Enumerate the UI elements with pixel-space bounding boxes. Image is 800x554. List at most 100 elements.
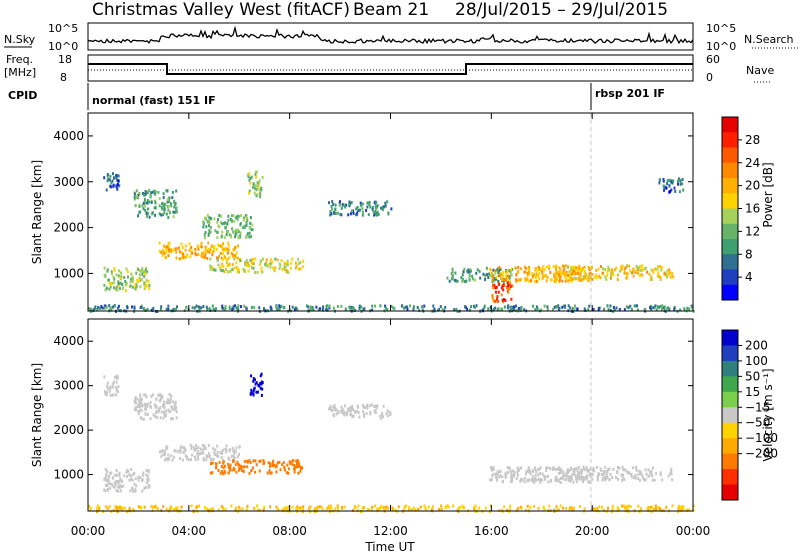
data-cell <box>600 469 603 473</box>
data-cell <box>143 486 146 490</box>
data-cell <box>578 477 581 481</box>
data-cell <box>278 262 281 266</box>
colorbar-swatch <box>722 193 738 209</box>
data-cell <box>269 464 271 468</box>
data-cell <box>119 489 122 493</box>
colorbar-tick-label: −200 <box>745 447 778 461</box>
data-cell <box>654 506 657 510</box>
data-cell <box>680 508 682 512</box>
data-cell <box>238 507 241 511</box>
data-cell <box>657 506 660 510</box>
data-cell <box>222 448 224 452</box>
data-cell <box>514 266 517 270</box>
data-cell <box>114 505 117 509</box>
data-cell <box>581 268 584 272</box>
data-cell <box>367 213 370 217</box>
data-cell <box>492 298 495 302</box>
data-cell <box>660 266 663 269</box>
data-cell <box>260 372 263 376</box>
data-cell <box>217 218 219 222</box>
data-cell <box>234 245 237 249</box>
data-cell <box>534 269 537 273</box>
data-cell <box>144 412 147 416</box>
data-cell <box>246 261 249 265</box>
data-cell <box>148 200 151 204</box>
data-cell <box>581 266 584 270</box>
data-cell <box>162 244 165 248</box>
data-cell <box>263 307 265 311</box>
data-cell <box>235 506 238 510</box>
data-cell <box>138 269 141 273</box>
data-cell <box>220 244 222 248</box>
data-cell <box>110 471 113 475</box>
data-cell <box>168 456 170 460</box>
data-cell <box>605 277 608 281</box>
data-cell <box>588 304 591 308</box>
data-cell <box>253 191 256 195</box>
data-cell <box>665 275 668 279</box>
data-cell <box>205 454 208 458</box>
data-cell <box>586 474 589 478</box>
data-cell <box>147 478 150 481</box>
data-cell <box>258 179 261 183</box>
data-cell <box>537 473 540 477</box>
data-cell <box>591 272 594 276</box>
data-cell <box>588 480 591 484</box>
data-cell <box>651 478 654 482</box>
data-cell <box>175 410 178 414</box>
data-cell <box>285 263 288 267</box>
data-cell <box>239 467 242 470</box>
data-cell <box>173 200 175 204</box>
data-cell <box>233 467 236 471</box>
data-cell <box>231 446 234 450</box>
data-cell <box>263 505 266 509</box>
data-cell <box>144 208 147 212</box>
data-cell <box>680 505 683 509</box>
data-cell <box>670 468 673 472</box>
data-cell <box>108 505 111 509</box>
data-cell <box>143 275 146 279</box>
data-cell <box>538 277 541 281</box>
y-tick-label: 4000 <box>53 334 84 348</box>
data-cell <box>140 408 143 412</box>
data-cell <box>166 189 169 193</box>
data-cell <box>245 223 248 227</box>
data-cell <box>258 384 261 388</box>
data-cell <box>259 381 262 385</box>
data-cell <box>290 261 293 265</box>
data-cell <box>156 416 159 419</box>
data-cell <box>462 270 465 274</box>
data-cell <box>483 306 486 310</box>
data-cell <box>108 304 111 308</box>
data-cell <box>135 484 138 488</box>
data-cell <box>279 264 282 268</box>
data-cell <box>204 506 206 510</box>
data-cell <box>159 450 161 454</box>
data-cell <box>509 282 512 286</box>
data-cell <box>105 286 108 290</box>
data-cell <box>236 460 239 464</box>
data-cell <box>190 246 193 249</box>
data-cell <box>647 474 650 478</box>
data-cell <box>260 266 263 270</box>
data-cell <box>144 485 147 489</box>
data-cell <box>220 214 223 218</box>
data-cell <box>141 489 144 493</box>
data-cell <box>347 407 350 411</box>
data-cell <box>199 245 202 248</box>
data-cell <box>243 304 246 308</box>
data-cell <box>232 230 235 234</box>
data-cell <box>504 475 507 479</box>
data-cell <box>516 271 519 275</box>
data-cell <box>138 276 141 280</box>
data-cell <box>139 395 142 399</box>
data-cell <box>329 406 332 410</box>
freq-tick-top: 18 <box>58 53 72 66</box>
data-cell <box>206 256 209 260</box>
data-cell <box>592 507 595 511</box>
data-cell <box>536 307 539 311</box>
colorbar-swatch <box>722 239 738 255</box>
data-cell <box>275 305 277 309</box>
data-cell <box>140 278 143 281</box>
data-cell <box>228 305 231 309</box>
